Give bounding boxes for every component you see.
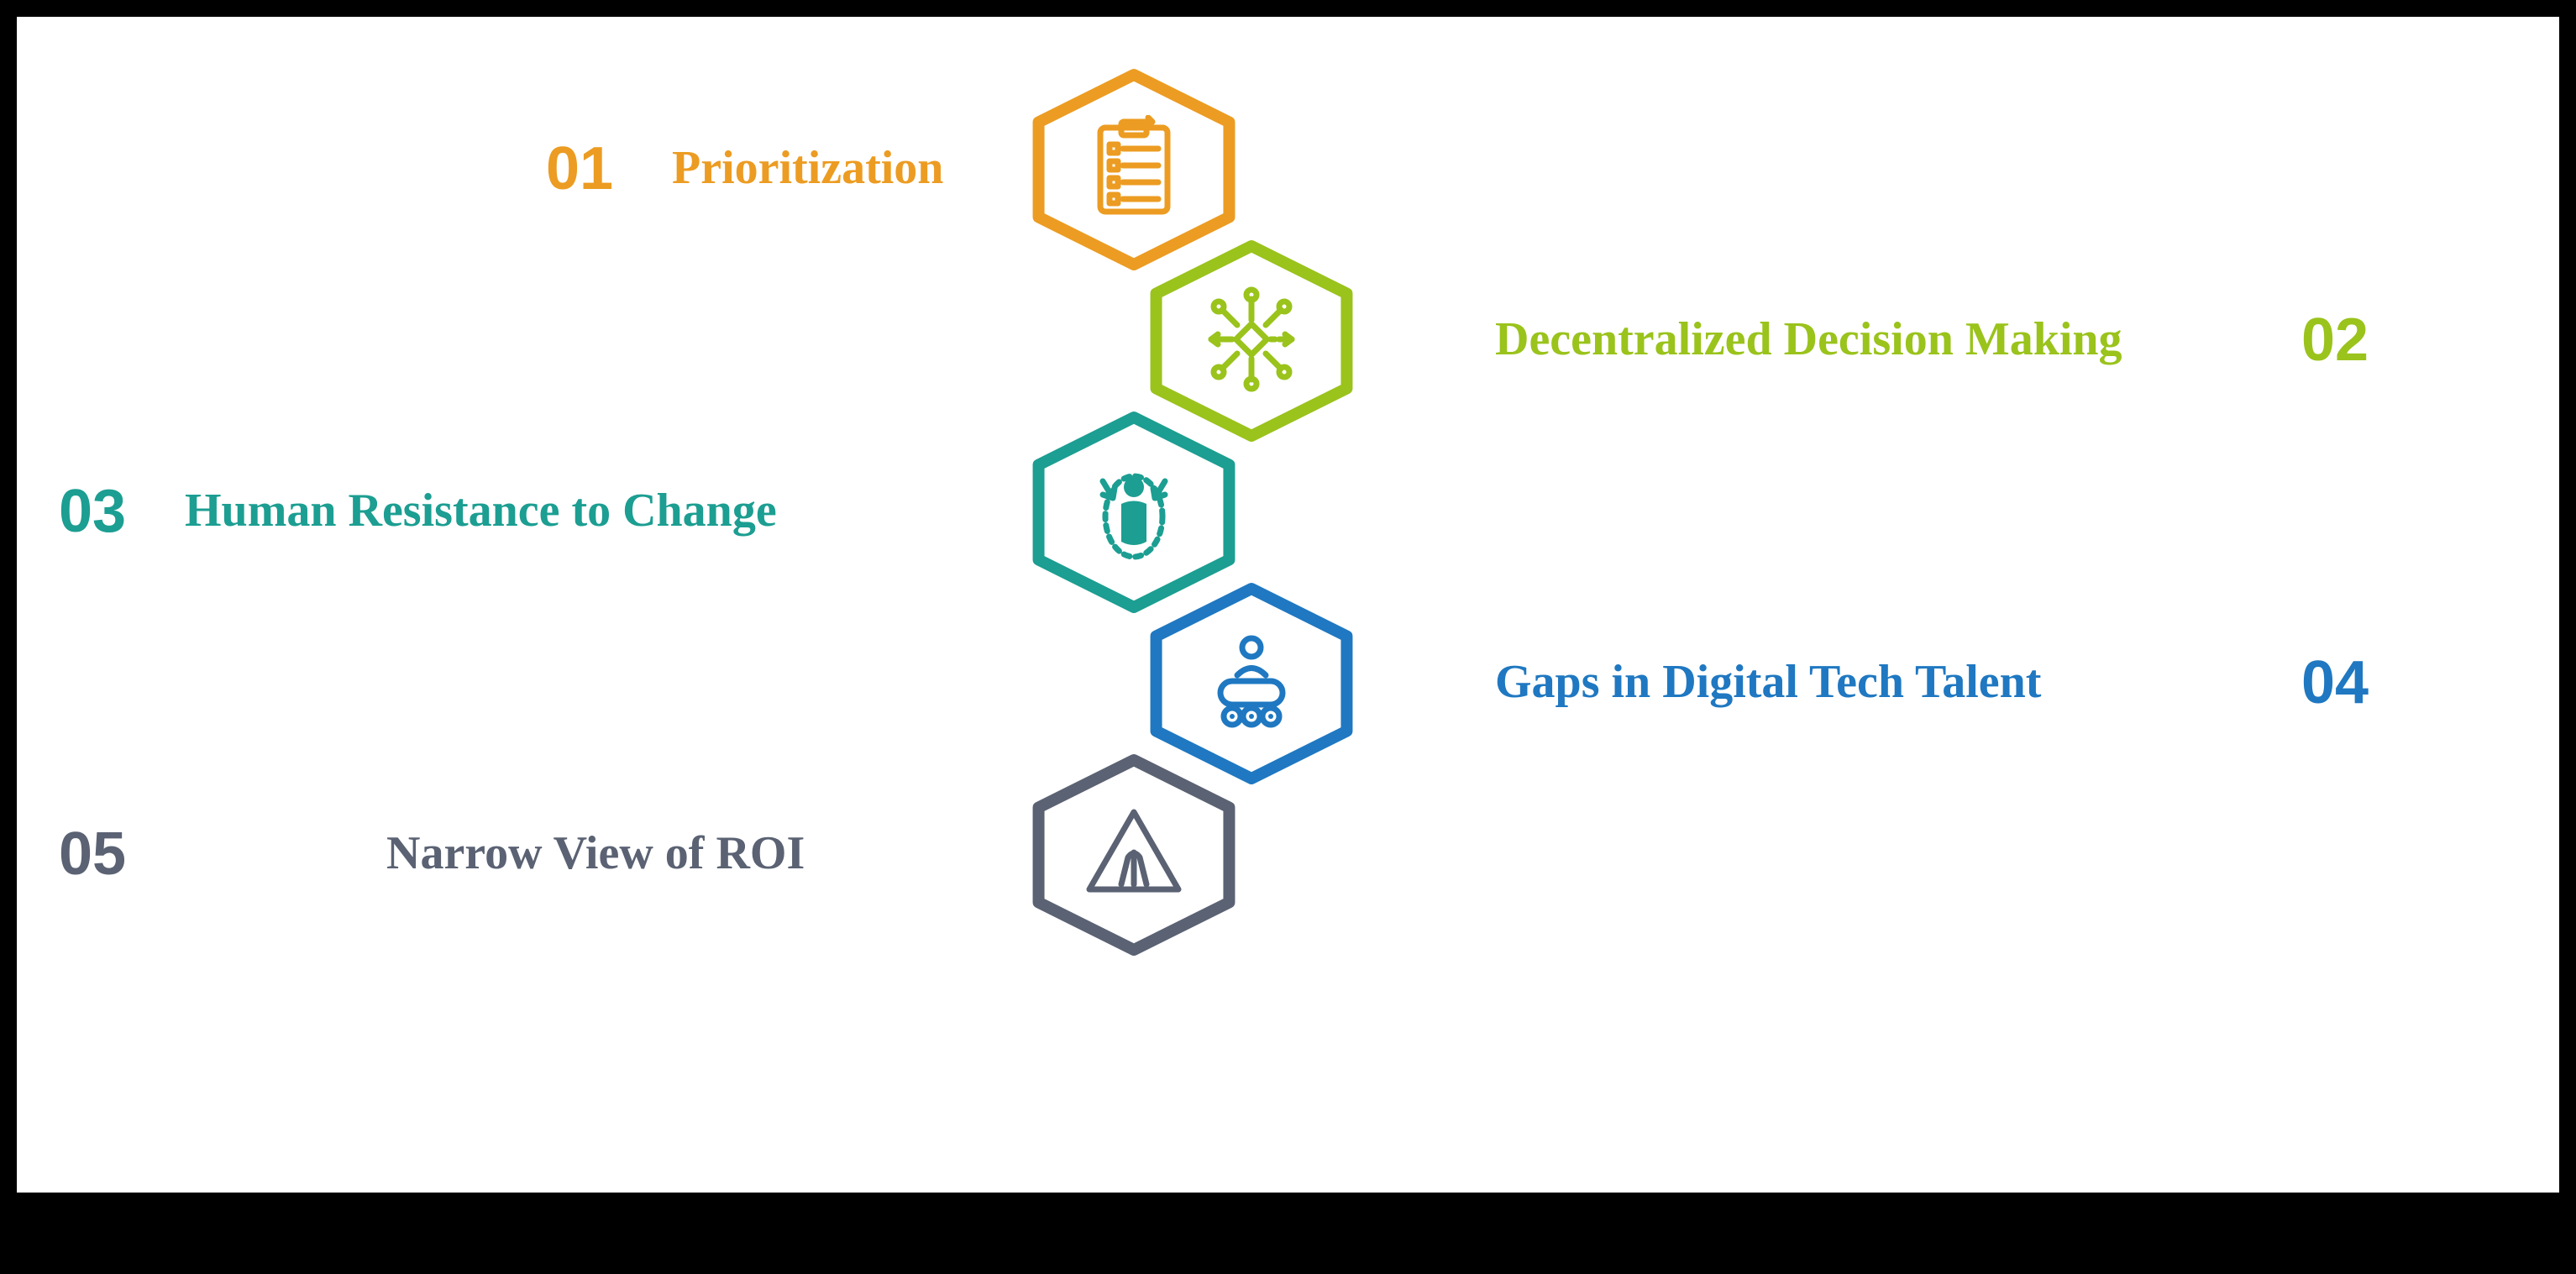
number-05: 05 — [59, 820, 126, 889]
label-01: Prioritization — [672, 141, 943, 195]
label-05: Narrow View of ROI — [386, 826, 805, 880]
clipboard-icon — [1079, 115, 1188, 224]
number-04: 04 — [2301, 648, 2369, 717]
number-01: 01 — [546, 134, 613, 203]
label-02: Decentralized Decision Making — [1495, 312, 2122, 366]
diagram-canvas: Prioritization 01 Decentralized Decision … — [17, 17, 2559, 1193]
label-03: Human Resistance to Change — [185, 484, 777, 537]
network-icon — [1197, 286, 1306, 396]
number-03: 03 — [59, 477, 126, 546]
talent-icon — [1197, 629, 1306, 738]
narrow-icon — [1079, 800, 1188, 910]
hexagon-05 — [1016, 752, 1251, 957]
label-04: Gaps in Digital Tech Talent — [1495, 655, 2041, 709]
person-change-icon — [1079, 458, 1188, 567]
number-02: 02 — [2301, 306, 2369, 375]
